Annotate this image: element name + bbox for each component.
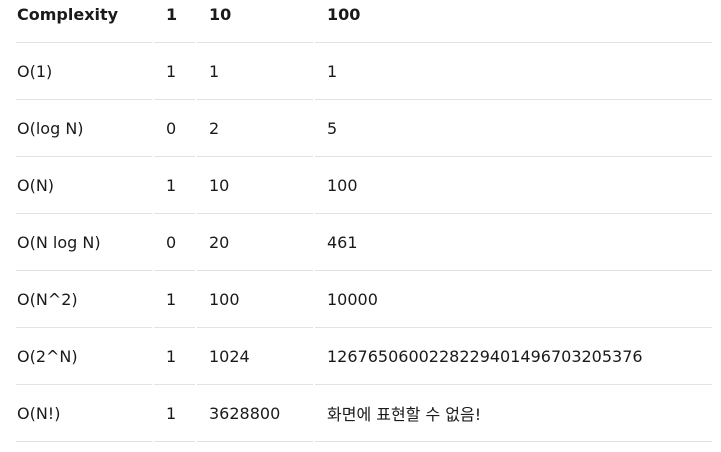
n-1-cell: 0 — [154, 100, 195, 157]
complexity-cell: O(2^N) — [16, 328, 152, 385]
n-10-cell: 1 — [197, 43, 313, 100]
table-row: O(N log N) 0 20 461 — [16, 214, 712, 271]
table-row: O(N!) 1 3628800 화면에 표현할 수 없음! — [16, 385, 712, 442]
n-100-cell: 5 — [315, 100, 712, 157]
n-1-cell: 1 — [154, 271, 195, 328]
n-10-cell: 10 — [197, 157, 313, 214]
n-10-cell: 3628800 — [197, 385, 313, 442]
n-10-cell: 2 — [197, 100, 313, 157]
table-row: O(N^2) 1 100 10000 — [16, 271, 712, 328]
n-1-cell: 1 — [154, 43, 195, 100]
n-100-cell: 화면에 표현할 수 없음! — [315, 385, 712, 442]
n-1-cell: 1 — [154, 328, 195, 385]
n-100-cell: 1267650600228229401496703205376 — [315, 328, 712, 385]
complexity-cell: O(1) — [16, 43, 152, 100]
n-100-cell: 100 — [315, 157, 712, 214]
complexity-cell: O(N log N) — [16, 214, 152, 271]
complexity-table: Complexity 1 10 100 O(1) 1 1 1 O(log N) 0 2 5 O(… — [14, 0, 714, 442]
complexity-cell: O(N^2) — [16, 271, 152, 328]
header-complexity: Complexity — [16, 0, 152, 43]
header-row: Complexity 1 10 100 — [16, 0, 712, 43]
n-1-cell: 1 — [154, 157, 195, 214]
n-1-cell: 0 — [154, 214, 195, 271]
n-100-cell: 10000 — [315, 271, 712, 328]
table-row: O(1) 1 1 1 — [16, 43, 712, 100]
n-100-cell: 461 — [315, 214, 712, 271]
header-n-100: 100 — [315, 0, 712, 43]
header-n-1: 1 — [154, 0, 195, 43]
table-row: O(log N) 0 2 5 — [16, 100, 712, 157]
n-1-cell: 1 — [154, 385, 195, 442]
n-10-cell: 20 — [197, 214, 313, 271]
complexity-cell: O(log N) — [16, 100, 152, 157]
header-n-10: 10 — [197, 0, 313, 43]
complexity-cell: O(N!) — [16, 385, 152, 442]
n-100-cell: 1 — [315, 43, 712, 100]
n-10-cell: 100 — [197, 271, 313, 328]
complexity-cell: O(N) — [16, 157, 152, 214]
n-10-cell: 1024 — [197, 328, 313, 385]
table-row: O(2^N) 1 1024 12676506002282294014967032053… — [16, 328, 712, 385]
table-row: O(N) 1 10 100 — [16, 157, 712, 214]
